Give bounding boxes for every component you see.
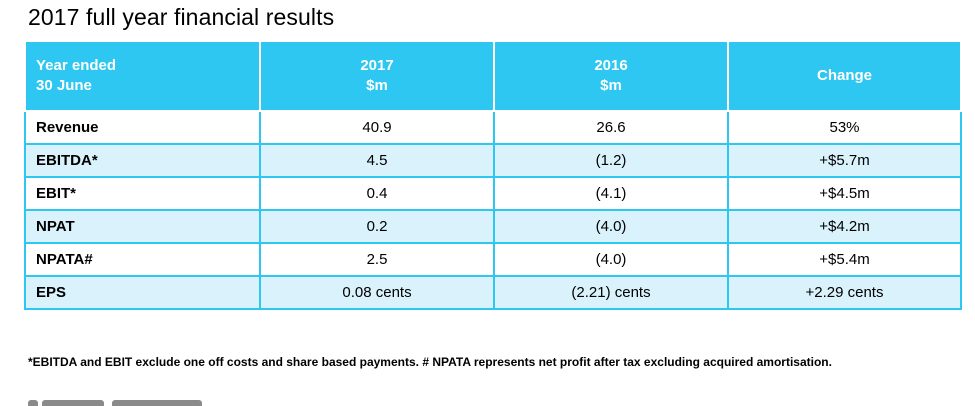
value-change: +2.29 cents [727, 275, 962, 310]
row-label: NPATA# [24, 242, 261, 277]
header-2016-unit: $m [600, 77, 622, 94]
value-2017: 0.08 cents [259, 275, 495, 310]
value-2017: 40.9 [259, 110, 495, 145]
value-2016: (2.21) cents [493, 275, 729, 310]
cropped-next-heading [28, 392, 208, 406]
header-year-ended: Year ended 30 June [24, 40, 261, 112]
header-change: Change [727, 40, 962, 112]
table-row-npata: NPATA# 2.5 (4.0) +$5.4m [24, 242, 962, 277]
value-change: 53% [727, 110, 962, 145]
header-2017-year: 2017 [360, 57, 394, 74]
header-year-ended-line1: Year ended [36, 57, 117, 74]
row-label: EBITDA* [24, 143, 261, 178]
value-2016: (4.0) [493, 242, 729, 277]
page-title: 2017 full year financial results [28, 4, 335, 30]
value-2016: (1.2) [493, 143, 729, 178]
value-change: +$4.2m [727, 209, 962, 244]
value-2016: (4.1) [493, 176, 729, 211]
value-2017: 0.4 [259, 176, 495, 211]
row-label: NPAT [24, 209, 261, 244]
table-row-revenue: Revenue 40.9 26.6 53% [24, 110, 962, 145]
table-row-npat: NPAT 0.2 (4.0) +$4.2m [24, 209, 962, 244]
table-row-eps: EPS 0.08 cents (2.21) cents +2.29 cents [24, 275, 962, 310]
table-row-ebitda: EBITDA* 4.5 (1.2) +$5.7m [24, 143, 962, 178]
row-label: Revenue [24, 110, 261, 145]
header-2017-unit: $m [366, 77, 388, 94]
value-change: +$5.7m [727, 143, 962, 178]
row-label: EPS [24, 275, 261, 310]
header-2017: 2017 $m [259, 40, 495, 112]
value-2017: 0.2 [259, 209, 495, 244]
header-2016: 2016 $m [493, 40, 729, 112]
value-2016: 26.6 [493, 110, 729, 145]
footnote: *EBITDA and EBIT exclude one off costs a… [28, 355, 832, 369]
financial-results-table: Year ended 30 June 2017 $m 2016 $m Chang… [24, 40, 962, 310]
value-change: +$4.5m [727, 176, 962, 211]
table-row-ebit: EBIT* 0.4 (4.1) +$4.5m [24, 176, 962, 211]
value-change: +$5.4m [727, 242, 962, 277]
header-year-ended-line2: 30 June [36, 77, 92, 94]
header-change-label: Change [816, 67, 872, 84]
table-header-row: Year ended 30 June 2017 $m 2016 $m Chang… [24, 40, 962, 112]
header-2016-year: 2016 [594, 57, 628, 74]
value-2017: 2.5 [259, 242, 495, 277]
row-label: EBIT* [24, 176, 261, 211]
value-2016: (4.0) [493, 209, 729, 244]
value-2017: 4.5 [259, 143, 495, 178]
